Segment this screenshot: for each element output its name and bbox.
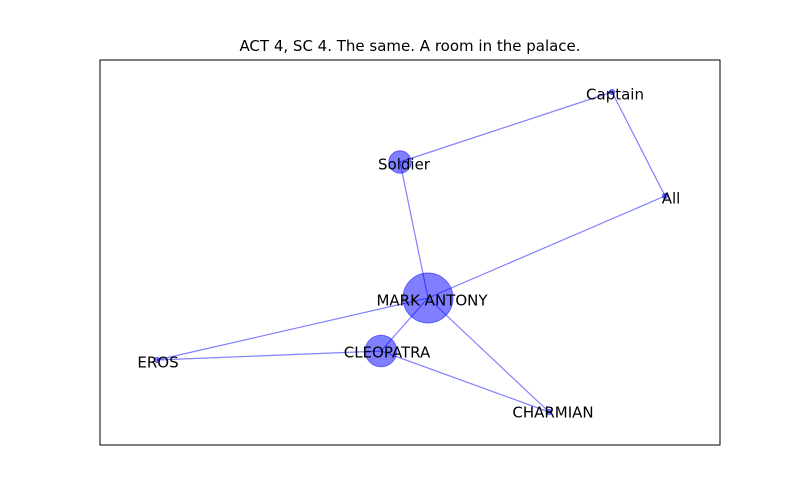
edge-mark-antony-charmian [427, 297, 550, 413]
node-label-all: All [662, 190, 681, 208]
figure-title: ACT 4, SC 4. The same. A room in the pal… [239, 37, 580, 55]
plot-frame [99, 59, 721, 446]
nodes-layer [153, 88, 669, 416]
node-label-mark-antony: MARK ANTONY [376, 292, 488, 310]
node-eros [153, 356, 161, 364]
labels-layer: MARK ANTONY CLEOPATRA Soldier Captain All ERO… [137, 86, 680, 422]
node-mark-antony [402, 272, 454, 324]
node-captain [608, 88, 616, 96]
node-all [661, 192, 669, 200]
node-label-eros: EROS [137, 354, 178, 372]
edge-captain-all [611, 91, 666, 197]
edge-mark-antony-eros [156, 297, 429, 361]
edge-soldier-captain [399, 91, 613, 163]
edge-cleopatra-charmian [380, 350, 550, 413]
edge-mark-antony-all [427, 195, 666, 299]
node-soldier [388, 150, 412, 174]
node-cleopatra [364, 334, 398, 368]
node-label-charmian: CHARMIAN [512, 404, 593, 422]
edge-eros-cleopatra [156, 350, 382, 361]
node-label-captain: Captain [586, 86, 644, 104]
node-label-cleopatra: CLEOPATRA [344, 344, 431, 362]
node-label-soldier: Soldier [378, 156, 431, 174]
edges-layer [156, 91, 666, 413]
node-charmian [545, 408, 553, 416]
